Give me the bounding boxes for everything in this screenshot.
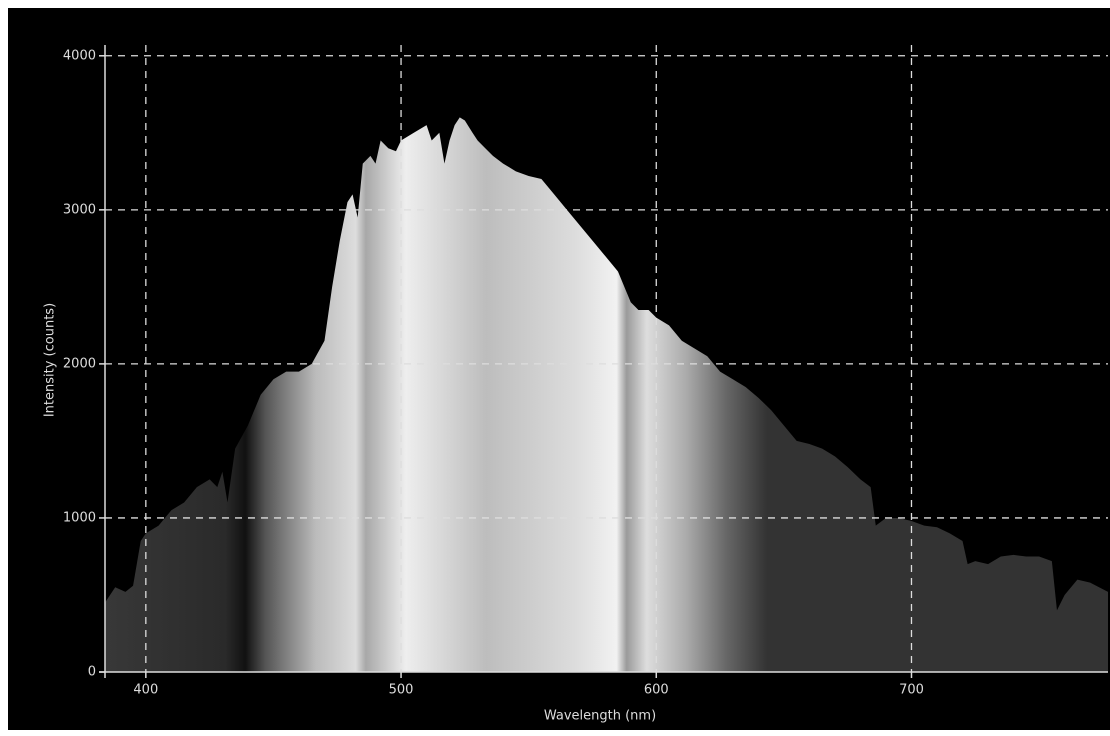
x-axis-label: Wavelength (nm) [544,709,656,724]
y-tick-label: 2000 [63,356,96,371]
spectrum-area [105,117,1108,673]
x-tick-label: 500 [389,683,414,698]
x-tick-label: 400 [133,683,158,698]
y-tick-label: 3000 [63,202,96,217]
y-axis-label: Intensity (counts) [43,303,58,417]
y-tick-label: 4000 [63,48,96,63]
y-tick-label: 0 [88,665,96,680]
x-tick-label: 600 [644,683,669,698]
y-tick-label: 1000 [63,510,96,525]
x-tick-label: 700 [899,683,924,698]
